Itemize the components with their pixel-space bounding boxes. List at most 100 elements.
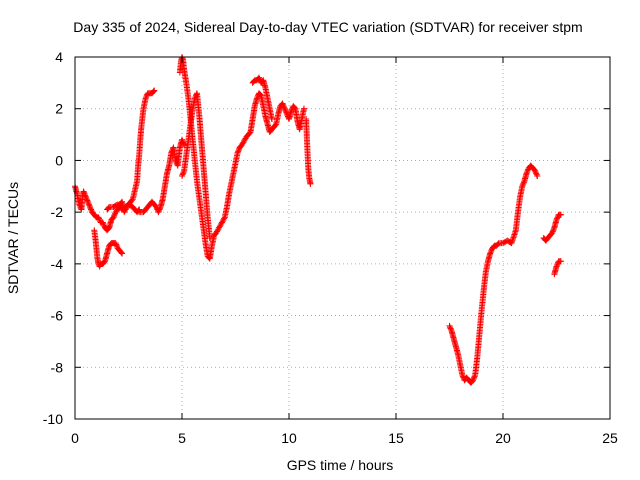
data-point-marker <box>282 108 289 115</box>
data-point-marker <box>85 201 92 208</box>
data-point-marker <box>179 136 185 143</box>
data-point-marker <box>554 215 561 222</box>
data-point-marker <box>239 140 246 147</box>
data-point-marker <box>234 149 241 156</box>
data-point-marker <box>112 240 119 247</box>
y-tick-label: 2 <box>55 101 63 117</box>
y-tick-label: 4 <box>55 49 63 65</box>
data-point-marker <box>532 169 539 176</box>
series-sat-track-7 <box>249 74 275 123</box>
x-tick-label: 5 <box>178 430 186 446</box>
data-point-marker <box>113 241 120 248</box>
data-point-marker <box>119 250 126 257</box>
data-point-marker <box>557 211 564 218</box>
data-point-marker <box>532 167 539 174</box>
data-point-marker <box>549 228 556 235</box>
data-point-marker <box>220 216 227 223</box>
y-tick-label: 0 <box>55 152 63 168</box>
data-point-marker <box>84 198 91 205</box>
x-tick-labels: 0 5 10 15 20 25 <box>71 430 618 446</box>
data-point-marker <box>550 227 557 234</box>
data-point-marker <box>235 147 242 154</box>
x-axis-label: GPS time / hours <box>287 457 394 473</box>
data-point-marker <box>238 141 245 148</box>
data-point-marker <box>118 249 125 256</box>
series-sat-track-10 <box>540 211 564 244</box>
data-point-marker <box>549 229 556 236</box>
data-point-marker <box>282 107 289 114</box>
x-tick-label: 10 <box>281 430 297 446</box>
data-point-marker <box>180 139 187 146</box>
data-point-marker <box>155 207 162 214</box>
data-point-marker <box>447 324 454 331</box>
y-axis-label: SDTVAR / TECUs <box>5 182 21 294</box>
data-point-marker <box>221 215 228 222</box>
series-sat-track-9 <box>446 162 541 386</box>
data-point-marker <box>524 169 531 176</box>
grid-lines <box>75 57 610 419</box>
data-point-marker <box>471 374 478 381</box>
data-point-marker <box>85 200 92 207</box>
data-point-marker <box>99 219 106 226</box>
data-point-marker <box>214 227 221 234</box>
data-point-marker <box>82 193 89 200</box>
data-point-marker <box>82 192 89 199</box>
data-point-marker <box>470 375 477 382</box>
data-point-marker <box>446 322 453 329</box>
data-point-marker <box>534 172 541 179</box>
data-point-marker <box>300 105 307 112</box>
data-point-marker <box>256 75 263 82</box>
series-sat-track-2 <box>91 227 126 270</box>
data-point-marker <box>206 235 213 241</box>
data-point-marker <box>113 242 120 249</box>
data-point-marker <box>519 183 526 190</box>
data-point-marker <box>155 209 162 216</box>
x-tick-label: 0 <box>71 430 79 446</box>
data-point-marker <box>487 249 494 256</box>
data-point-marker <box>86 202 93 209</box>
data-point-marker <box>241 138 248 145</box>
data-point-marker <box>156 206 163 213</box>
data-point-marker <box>83 194 90 201</box>
data-point-marker <box>81 189 88 196</box>
data-point-marker <box>87 205 94 212</box>
data-point-marker <box>557 258 564 265</box>
data-point-marker <box>216 223 223 230</box>
x-tick-label: 25 <box>602 430 618 446</box>
data-point-marker <box>150 88 157 95</box>
data-point-marker <box>281 104 288 111</box>
data-point-marker <box>459 373 466 380</box>
data-point-marker <box>100 222 107 229</box>
data-point-marker <box>459 372 466 379</box>
series-sat-track-5 <box>176 54 307 262</box>
x-tick-label: 20 <box>495 430 511 446</box>
data-point-marker <box>256 74 263 81</box>
series-sat-track-4 <box>136 136 188 216</box>
axis-ticks <box>74 56 611 420</box>
data-point-marker <box>235 148 242 155</box>
data-point-marker <box>181 141 188 148</box>
y-tick-labels: -10 -8 -6 -4 -2 0 2 4 <box>43 49 63 427</box>
data-point-marker <box>216 224 223 231</box>
data-point-marker <box>213 228 220 235</box>
data-point-marker <box>81 191 88 198</box>
y-tick-label: -10 <box>43 411 63 427</box>
data-point-marker <box>553 263 560 270</box>
data-point-marker <box>280 101 287 108</box>
data-point-marker <box>151 87 158 94</box>
data-point-marker <box>213 229 220 236</box>
series-sat-track-11 <box>551 258 564 278</box>
data-point-marker <box>519 181 526 188</box>
data-point-marker <box>128 197 135 204</box>
y-tick-label: -8 <box>51 359 64 375</box>
data-point-marker <box>279 100 286 107</box>
series-sat-track-6 <box>179 90 213 241</box>
data-point-marker <box>553 216 560 223</box>
data-point-marker <box>83 196 90 203</box>
data-point-marker <box>219 218 226 225</box>
y-tick-label: -4 <box>51 256 64 272</box>
data-point-marker <box>84 197 91 204</box>
data-point-marker <box>100 220 107 227</box>
data-point-marker <box>95 214 102 221</box>
